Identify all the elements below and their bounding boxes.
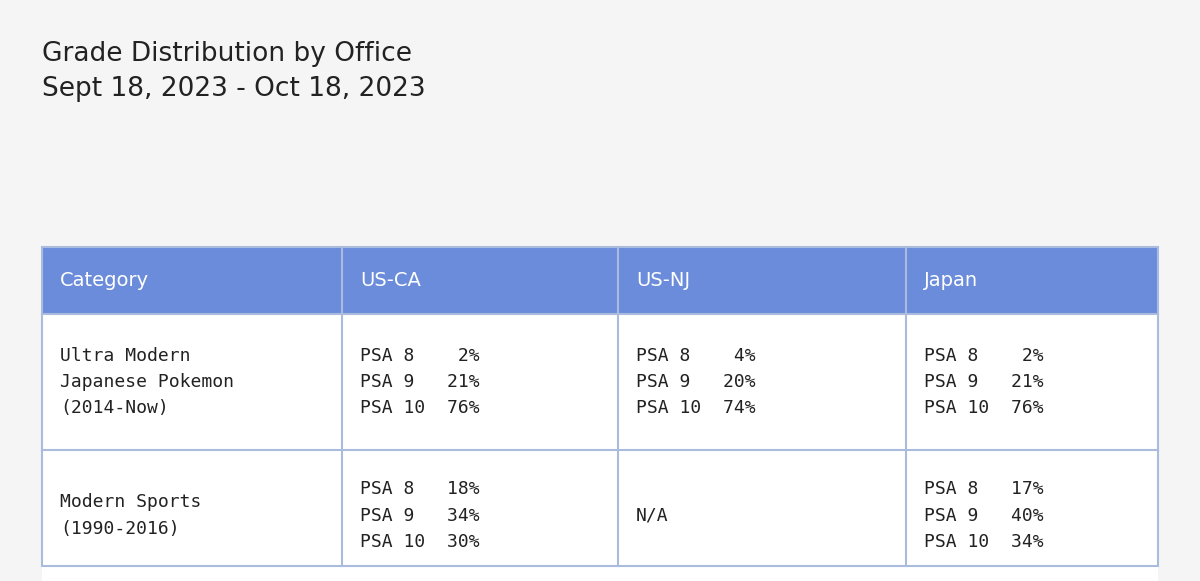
Text: Modern Sports
(1990-2016): Modern Sports (1990-2016) xyxy=(60,493,202,538)
Text: N/A: N/A xyxy=(636,507,668,525)
Bar xyxy=(42,247,1158,314)
Bar xyxy=(42,247,1158,566)
Text: PSA 8    2%
PSA 9   21%
PSA 10  76%: PSA 8 2% PSA 9 21% PSA 10 76% xyxy=(924,347,1044,417)
Text: PSA 8    4%
PSA 9   20%
PSA 10  74%: PSA 8 4% PSA 9 20% PSA 10 74% xyxy=(636,347,756,417)
Bar xyxy=(42,314,1158,450)
Bar xyxy=(42,450,1158,581)
Text: US-CA: US-CA xyxy=(360,271,421,290)
Text: Category: Category xyxy=(60,271,149,290)
Text: Grade Distribution by Office
Sept 18, 2023 - Oct 18, 2023: Grade Distribution by Office Sept 18, 20… xyxy=(42,41,426,102)
Text: PSA 8    2%
PSA 9   21%
PSA 10  76%: PSA 8 2% PSA 9 21% PSA 10 76% xyxy=(360,347,480,417)
Text: US-NJ: US-NJ xyxy=(636,271,690,290)
Text: PSA 8   18%
PSA 9   34%
PSA 10  30%: PSA 8 18% PSA 9 34% PSA 10 30% xyxy=(360,480,480,551)
Text: PSA 8   17%
PSA 9   40%
PSA 10  34%: PSA 8 17% PSA 9 40% PSA 10 34% xyxy=(924,480,1044,551)
Text: Ultra Modern
Japanese Pokemon
(2014-Now): Ultra Modern Japanese Pokemon (2014-Now) xyxy=(60,347,234,417)
Text: Japan: Japan xyxy=(924,271,978,290)
